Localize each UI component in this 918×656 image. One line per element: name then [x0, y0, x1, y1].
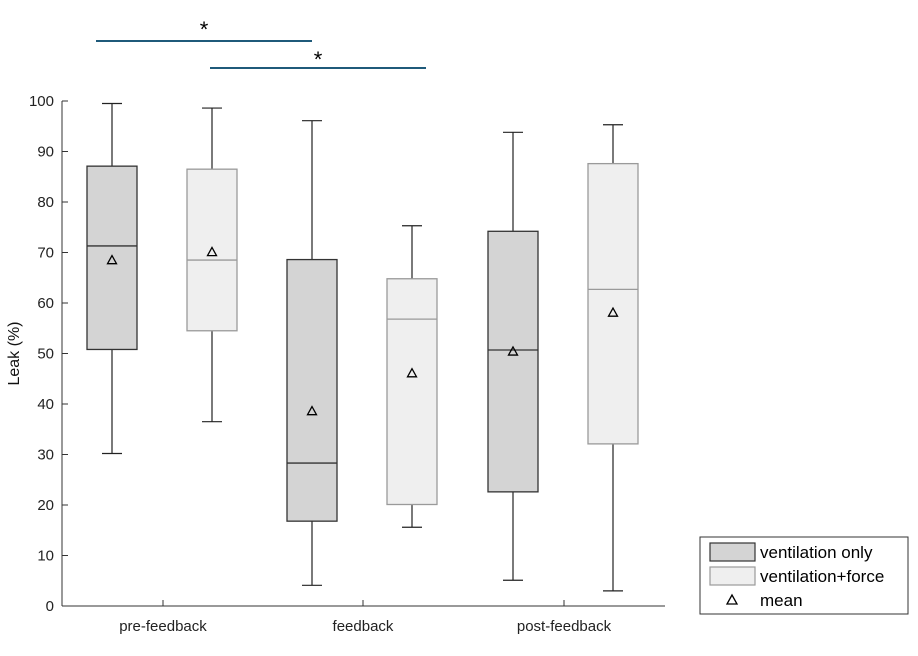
legend-label: mean	[760, 591, 803, 610]
mean-marker	[106, 254, 118, 265]
box-iqr	[587, 162, 639, 445]
x-tick-label: feedback	[333, 618, 394, 635]
y-tick-label: 40	[37, 396, 54, 413]
significance-star: *	[314, 47, 323, 72]
significance-star: *	[200, 17, 209, 42]
box-1-1	[386, 225, 438, 528]
legend-label: ventilation only	[760, 543, 873, 562]
box-0-1	[286, 120, 338, 586]
mean-marker	[306, 405, 318, 416]
mean-marker	[607, 306, 619, 317]
x-tick-label: pre-feedback	[119, 618, 207, 635]
box-iqr	[186, 168, 238, 332]
box-iqr	[286, 258, 338, 522]
y-tick-label: 80	[37, 194, 54, 211]
y-tick-label: 100	[29, 93, 54, 110]
box-iqr	[86, 165, 138, 351]
y-tick-label: 90	[37, 144, 54, 161]
box-iqr	[487, 230, 539, 493]
legend-swatch	[709, 566, 756, 586]
mean-marker	[507, 345, 519, 356]
box-1-2	[587, 124, 639, 592]
legend-label: ventilation+force	[760, 567, 884, 586]
legend-mean-marker	[725, 593, 739, 605]
y-tick-label: 30	[37, 447, 54, 464]
box-0-2	[487, 131, 539, 581]
legend-swatch	[709, 542, 756, 562]
y-tick-label: 60	[37, 295, 54, 312]
legend: ventilation only ventilation+force mean	[699, 536, 909, 615]
y-tick-label: 20	[37, 497, 54, 514]
box-0-0	[86, 102, 138, 455]
axes: 0 10 20 30 40 50 60 70 80 90 100 pre-feedback feedba…	[6, 93, 665, 635]
boxes	[86, 102, 639, 592]
y-tick-label: 0	[46, 598, 54, 615]
mean-marker	[406, 367, 418, 378]
y-axis-title: Leak (%)	[6, 321, 23, 385]
box-iqr	[386, 278, 438, 506]
y-tick-label: 10	[37, 548, 54, 565]
x-tick-label: post-feedback	[517, 618, 612, 635]
box-1-0	[186, 107, 238, 423]
significance-brackets: **	[96, 17, 426, 72]
y-tick-label: 70	[37, 245, 54, 262]
mean-marker	[206, 246, 218, 257]
y-tick-label: 50	[37, 346, 54, 363]
